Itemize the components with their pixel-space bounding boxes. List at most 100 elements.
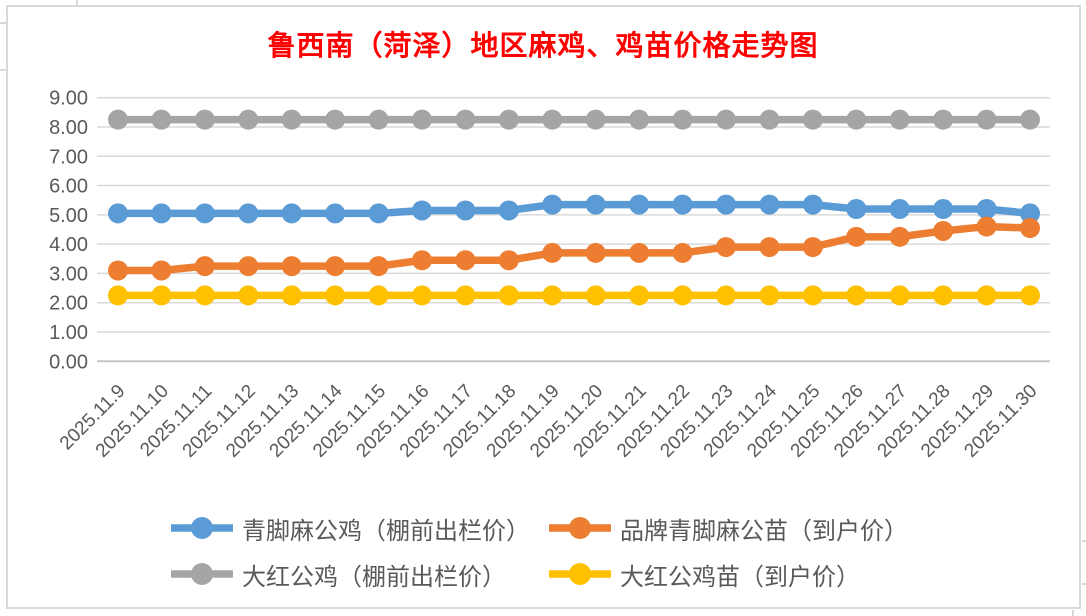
data-point-marker-2: [1020, 109, 1040, 130]
y-axis-tick-label: 0.00: [49, 351, 88, 373]
legend-marker-icon: [549, 517, 611, 539]
data-point-marker-1: [151, 260, 172, 281]
data-point-marker-0: [412, 200, 432, 221]
data-point-marker-0: [238, 203, 259, 224]
data-point-marker-0: [194, 203, 215, 224]
data-point-marker-2: [455, 109, 476, 130]
legend-item-3[interactable]: 大红公鸡苗（到户价）: [548, 556, 908, 592]
legend-label: 大红公鸡苗（到户价）: [620, 564, 860, 591]
data-point-marker-0: [759, 194, 780, 215]
data-point-marker-2: [672, 109, 693, 130]
legend-marker-icon: [549, 563, 611, 585]
y-axis-tick-label: 7.00: [49, 146, 88, 168]
data-point-marker-0: [629, 194, 650, 215]
data-point-marker-2: [889, 109, 910, 130]
data-point-marker-2: [412, 109, 432, 130]
sheet-gridline: [0, 22, 7, 24]
data-point-marker-0: [368, 203, 389, 224]
data-point-marker-1: [846, 226, 867, 247]
y-axis-tick-label: 5.00: [49, 205, 88, 227]
data-point-marker-2: [151, 109, 172, 130]
data-point-marker-2: [933, 109, 954, 130]
data-point-marker-1: [108, 260, 128, 281]
data-point-marker-3: [151, 285, 172, 306]
data-point-marker-3: [802, 285, 823, 306]
data-point-marker-3: [629, 285, 650, 306]
data-point-marker-1: [672, 242, 693, 263]
chart-title: 鲁西南（菏泽）地区麻鸡、鸡苗价格走势图: [267, 31, 819, 62]
data-point-marker-0: [455, 200, 476, 221]
data-point-marker-0: [542, 194, 563, 215]
data-point-marker-0: [976, 198, 997, 219]
legend-marker-icon: [171, 517, 233, 539]
data-point-marker-3: [194, 285, 215, 306]
data-point-marker-0: [325, 203, 346, 224]
sheet-gridline: [0, 69, 7, 71]
data-point-marker-3: [325, 285, 346, 306]
data-point-marker-2: [802, 109, 823, 130]
chart-object-frame[interactable]: [6, 5, 1081, 609]
data-point-marker-3: [672, 285, 693, 306]
data-point-marker-1: [976, 216, 997, 237]
data-point-marker-2: [846, 109, 867, 130]
data-point-marker-3: [108, 285, 128, 306]
series-line-0: [118, 200, 1031, 218]
data-point-marker-2: [629, 109, 650, 130]
data-point-marker-3: [976, 285, 997, 306]
legend-item-1[interactable]: 品牌青脚麻公苗（到户价）: [548, 510, 908, 546]
data-point-marker-1: [238, 256, 259, 277]
data-point-marker-3: [368, 285, 389, 306]
data-point-marker-3: [585, 285, 606, 306]
data-point-marker-2: [498, 109, 519, 130]
data-point-marker-0: [1020, 203, 1040, 224]
y-axis-tick-label: 8.00: [49, 117, 88, 139]
data-point-marker-0: [151, 203, 172, 224]
data-point-marker-2: [194, 109, 215, 130]
data-point-marker-0: [108, 203, 128, 224]
data-point-marker-2: [368, 109, 389, 130]
data-point-marker-1: [194, 256, 215, 277]
data-point-marker-2: [759, 109, 780, 130]
legend-label: 大红公鸡（棚前出栏价）: [242, 564, 506, 591]
data-point-marker-3: [759, 285, 780, 306]
data-point-marker-3: [238, 285, 259, 306]
data-point-marker-3: [281, 285, 302, 306]
data-point-marker-3: [542, 285, 563, 306]
data-point-marker-3: [889, 285, 910, 306]
data-point-marker-0: [846, 198, 867, 219]
y-axis-tick-label: 4.00: [49, 234, 88, 256]
data-point-marker-3: [933, 285, 954, 306]
series-line-1: [118, 222, 1031, 275]
data-point-marker-2: [976, 109, 997, 130]
data-point-marker-2: [542, 109, 563, 130]
data-point-marker-1: [498, 250, 519, 271]
data-point-marker-1: [933, 220, 954, 241]
legend-item-2[interactable]: 大红公鸡（棚前出栏价）: [170, 556, 548, 592]
sheet-gridline: [76, 0, 78, 6]
y-axis-tick-label: 2.00: [49, 293, 88, 315]
data-point-marker-1: [281, 256, 302, 277]
y-axis-tick-label: 1.00: [49, 322, 88, 344]
data-point-marker-3: [498, 285, 519, 306]
data-point-marker-1: [325, 256, 346, 277]
data-point-marker-0: [716, 194, 736, 215]
legend: 青脚麻公鸡（棚前出栏价） 品牌青脚麻公苗（到户价） 大红公鸡（棚前出栏价） 大红公鸡苗…: [170, 510, 908, 592]
data-point-marker-2: [585, 109, 606, 130]
y-axis-tick-label: 3.00: [49, 263, 88, 285]
data-point-marker-0: [802, 194, 823, 215]
data-point-marker-2: [108, 109, 128, 130]
legend-item-0[interactable]: 青脚麻公鸡（棚前出栏价）: [170, 510, 548, 546]
data-point-marker-1: [455, 250, 476, 271]
sheet-gridline: [1082, 583, 1086, 585]
data-point-marker-2: [716, 109, 736, 130]
data-point-marker-1: [585, 242, 606, 263]
sheet-gridline: [1082, 540, 1086, 542]
data-point-marker-1: [368, 256, 389, 277]
data-point-marker-0: [889, 198, 910, 219]
data-point-marker-1: [759, 237, 780, 258]
data-point-marker-1: [802, 237, 823, 258]
data-point-marker-1: [412, 250, 432, 271]
data-point-marker-1: [1020, 218, 1040, 239]
data-point-marker-1: [889, 226, 910, 247]
